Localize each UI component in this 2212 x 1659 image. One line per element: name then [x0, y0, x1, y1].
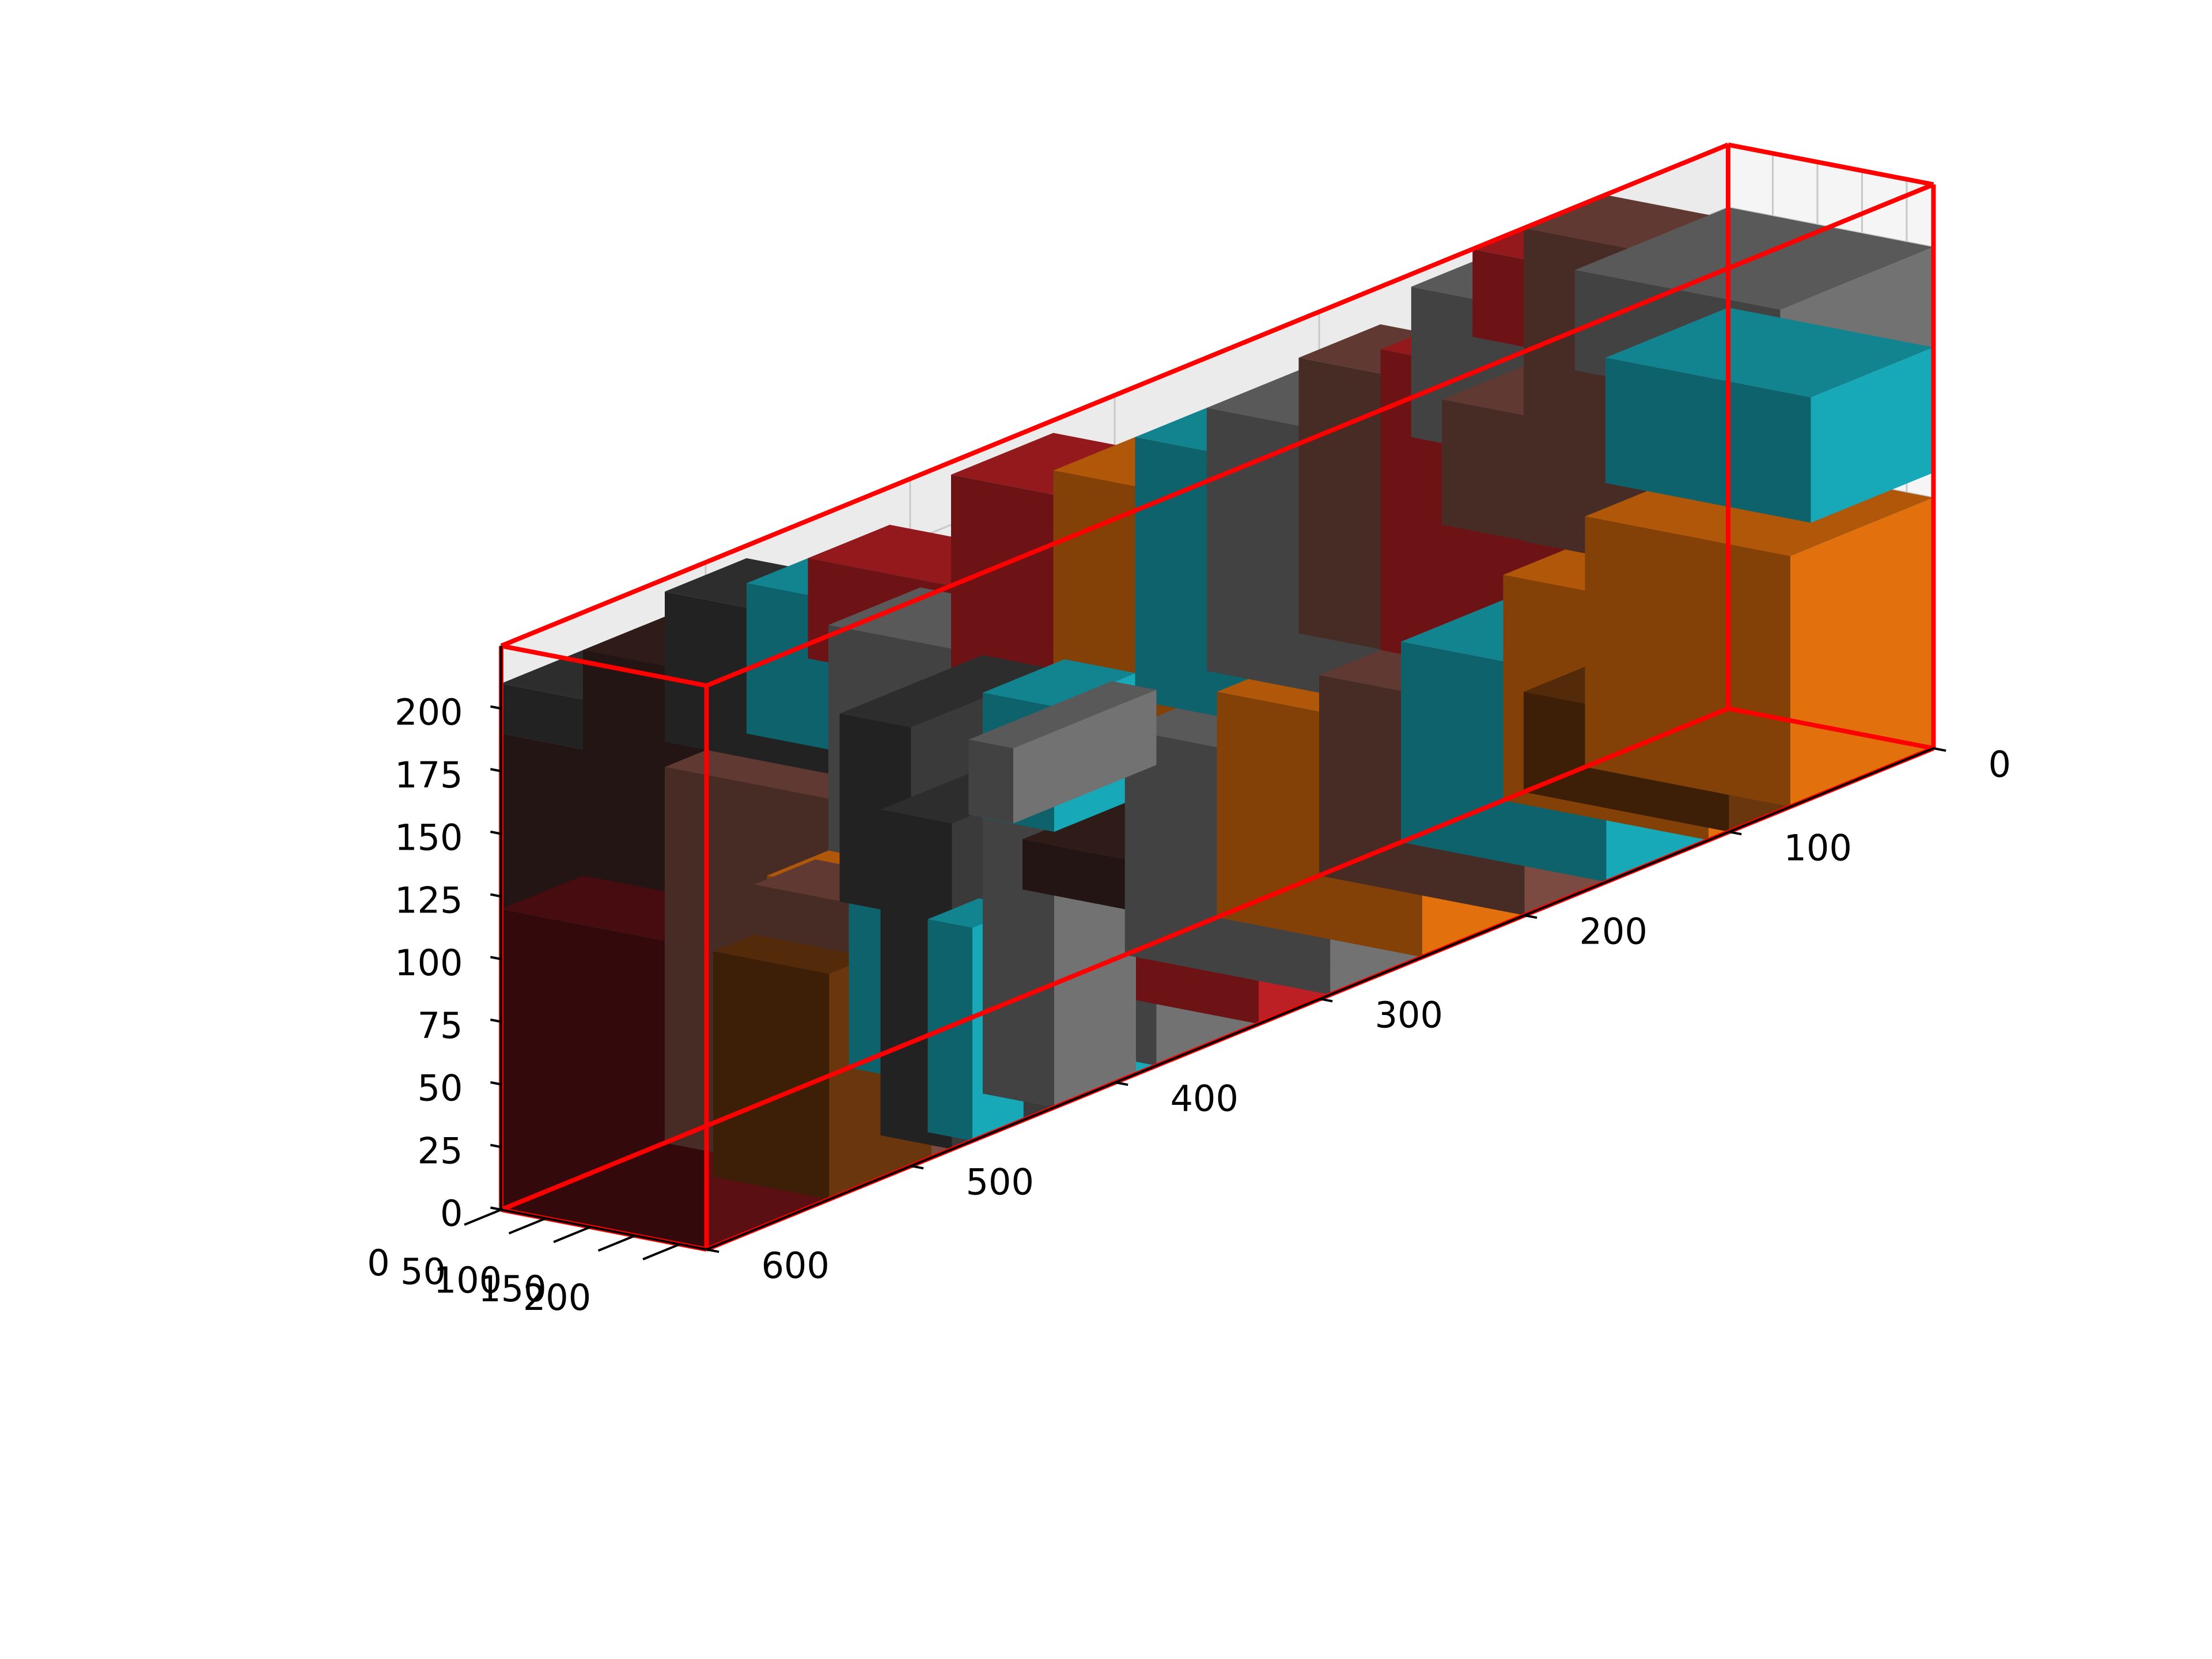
box-top-face: [839, 655, 1054, 728]
z-tick: [490, 768, 502, 772]
z-tick-label: 50: [418, 1067, 463, 1109]
box-side-face: [968, 740, 1013, 824]
container-edge: [1728, 706, 1934, 751]
y-tick: [1320, 998, 1333, 1003]
box-top-face: [983, 659, 1136, 707]
box-front-face: [1810, 347, 1934, 523]
z-tick-label: 100: [395, 942, 463, 984]
x-tick-label: 200: [523, 1277, 591, 1319]
box-side-face: [1022, 839, 1157, 915]
z-tick-label: 25: [418, 1130, 463, 1172]
box-side-face: [754, 884, 870, 957]
x-tick: [508, 1217, 547, 1234]
z-tick-label: 175: [395, 754, 463, 796]
z-tick: [490, 1081, 502, 1086]
y-tick: [1115, 1081, 1128, 1086]
z-tick-label: 200: [395, 691, 463, 733]
y-tick-label: 200: [1580, 911, 1647, 953]
y-tick: [1933, 747, 1946, 752]
z-tick: [490, 956, 502, 960]
container-edge: [1728, 142, 1934, 187]
z-tick-label: 75: [418, 1005, 463, 1047]
box-side-face: [927, 919, 972, 1141]
y-tick: [911, 1165, 924, 1170]
axes: 0 501001502000100200300400500600025507510…: [367, 646, 2011, 1319]
z-tick-label: 150: [395, 817, 463, 859]
y-tick-label: 100: [1784, 827, 1852, 869]
z-tick: [490, 1018, 502, 1023]
y-tick: [706, 1248, 719, 1253]
x-tick-label: 100: [434, 1259, 502, 1301]
y-tick-label: 300: [1375, 994, 1443, 1036]
container-edge: [501, 643, 707, 688]
z-tick: [490, 830, 502, 835]
x-tick-label: 50: [400, 1251, 446, 1293]
z-tick-label: 0: [440, 1192, 463, 1234]
x-tick-label: 150: [478, 1268, 546, 1310]
z-tick: [490, 705, 502, 710]
z-tick-label: 125: [395, 879, 463, 921]
z-tick: [490, 1143, 502, 1149]
box-side-face: [501, 909, 707, 1249]
y-tick-label: 0: [1988, 744, 2011, 786]
z-tick: [490, 893, 502, 898]
x-tick: [464, 1209, 502, 1226]
x-tick: [642, 1243, 680, 1260]
box-top-face: [1605, 308, 1934, 397]
box-top-face: [968, 681, 1157, 748]
y-tick: [1524, 914, 1537, 919]
x-tick: [597, 1234, 636, 1252]
x-tick: [553, 1226, 591, 1243]
y-tick-label: 400: [1171, 1078, 1238, 1120]
box-side-face: [1605, 358, 1811, 523]
box: [968, 681, 1157, 824]
box-side-face: [1585, 516, 1790, 807]
box: [1605, 308, 1934, 523]
y-tick-label: 500: [966, 1161, 1034, 1203]
box-front-face: [1013, 690, 1157, 824]
x-axis-line: [501, 1209, 707, 1251]
box-side-face: [713, 951, 830, 1199]
z-tick: [490, 1206, 502, 1211]
y-tick-label: 600: [762, 1245, 830, 1287]
x-tick-label: 0: [367, 1242, 389, 1284]
container-edge: [500, 142, 1729, 648]
y-tick: [1729, 831, 1742, 836]
